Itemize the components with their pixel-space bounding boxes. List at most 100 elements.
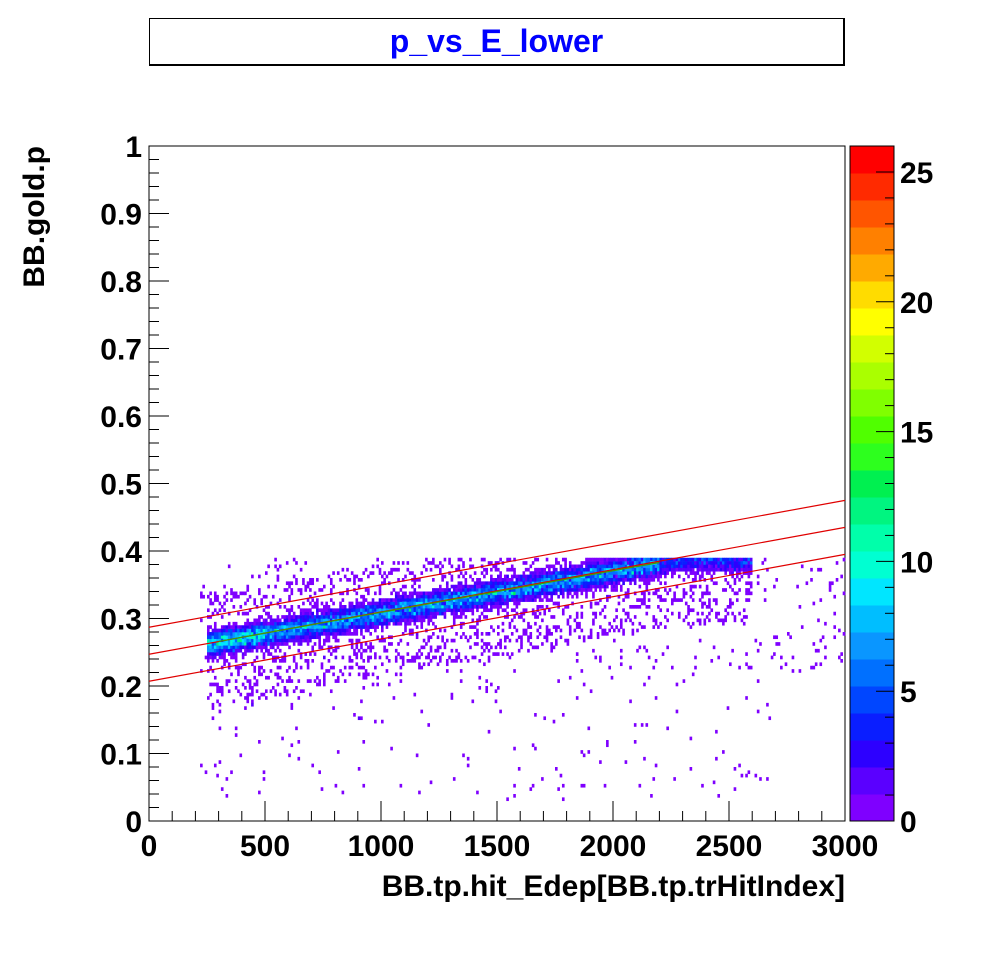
heat-cell bbox=[306, 665, 310, 670]
heat-cell bbox=[522, 574, 526, 579]
heat-cell bbox=[508, 638, 512, 643]
heat-cell bbox=[622, 561, 625, 565]
heat-cell bbox=[262, 628, 266, 633]
heat-cell bbox=[292, 621, 296, 626]
heat-cell bbox=[573, 628, 577, 633]
heat-cell bbox=[204, 770, 208, 775]
heat-cell bbox=[213, 655, 217, 660]
heat-cell bbox=[336, 608, 340, 613]
heat-cell bbox=[527, 594, 530, 599]
heat-cell bbox=[543, 594, 547, 599]
heat-cell bbox=[545, 632, 549, 636]
heat-cell bbox=[708, 598, 711, 602]
heat-cell bbox=[464, 571, 468, 575]
heat-cell bbox=[610, 588, 614, 592]
heat-cell bbox=[664, 574, 667, 579]
heat-cell bbox=[677, 574, 681, 579]
heat-cell bbox=[617, 574, 621, 579]
heat-cell bbox=[703, 591, 707, 596]
heat-cell bbox=[508, 591, 512, 596]
heat-cell bbox=[336, 571, 340, 575]
heat-cell bbox=[652, 564, 656, 569]
heat-cell bbox=[524, 578, 528, 582]
heat-cell bbox=[385, 621, 389, 626]
heat-cell bbox=[538, 578, 542, 582]
heat-cell bbox=[459, 591, 463, 596]
heat-cell bbox=[555, 767, 558, 771]
heat-cell bbox=[582, 578, 586, 582]
heat-cell bbox=[369, 625, 373, 629]
heat-cell bbox=[230, 598, 233, 602]
heat-cell bbox=[673, 598, 676, 602]
heat-cell bbox=[552, 574, 556, 579]
heat-cell bbox=[575, 588, 579, 592]
heat-cell bbox=[599, 611, 602, 616]
heat-cell bbox=[517, 591, 521, 596]
heat-cell bbox=[455, 655, 458, 660]
heat-cell bbox=[613, 638, 616, 643]
heat-cell bbox=[406, 567, 410, 572]
heat-cell bbox=[466, 584, 470, 589]
heat-cell bbox=[292, 615, 296, 619]
heat-cell bbox=[329, 625, 333, 629]
heat-cell bbox=[566, 605, 570, 609]
heat-cell bbox=[800, 625, 804, 629]
heat-cell bbox=[355, 598, 359, 602]
heat-cell bbox=[316, 611, 319, 616]
heat-cell bbox=[309, 632, 312, 636]
heat-cell bbox=[285, 669, 289, 673]
heat-cell bbox=[239, 692, 243, 697]
heat-cell bbox=[302, 638, 305, 643]
heat-cell bbox=[633, 561, 637, 565]
heat-cell bbox=[253, 675, 257, 680]
heat-cell bbox=[248, 628, 252, 633]
heat-cell bbox=[501, 578, 505, 582]
heat-cell bbox=[497, 594, 500, 599]
heat-cell bbox=[529, 787, 533, 791]
heat-cell bbox=[401, 578, 405, 582]
heat-cell bbox=[550, 632, 553, 636]
heat-cell bbox=[255, 628, 259, 633]
heat-cell bbox=[339, 605, 342, 609]
heat-cell bbox=[285, 561, 289, 565]
heat-cell bbox=[271, 659, 275, 663]
heat-cell bbox=[420, 709, 424, 714]
heat-cell bbox=[397, 621, 400, 626]
heat-cell bbox=[390, 591, 393, 596]
heat-cell bbox=[510, 594, 514, 599]
heat-cell bbox=[541, 605, 544, 609]
heat-cell bbox=[599, 659, 602, 663]
heat-cell bbox=[376, 621, 379, 626]
heat-cell bbox=[480, 632, 484, 636]
heat-cell bbox=[427, 638, 431, 643]
heat-cell bbox=[668, 564, 672, 569]
heat-cell bbox=[209, 652, 212, 656]
heat-cell bbox=[246, 645, 250, 650]
heat-cell bbox=[455, 598, 458, 602]
heat-cell bbox=[738, 588, 741, 592]
heat-cell bbox=[302, 628, 305, 633]
heat-cell bbox=[269, 601, 273, 606]
heat-cell bbox=[341, 632, 345, 636]
heatmap-cells bbox=[200, 557, 846, 802]
heat-cell bbox=[320, 611, 324, 616]
heat-cell bbox=[376, 611, 379, 616]
heat-cell bbox=[696, 564, 700, 569]
heat-cell bbox=[278, 638, 282, 643]
heat-cell bbox=[448, 594, 451, 599]
heat-cell bbox=[357, 601, 361, 606]
heat-cell bbox=[230, 652, 233, 656]
heat-cell bbox=[712, 561, 716, 565]
heat-cell bbox=[244, 648, 247, 653]
heat-cell bbox=[492, 588, 495, 592]
heat-cell bbox=[529, 584, 533, 589]
heat-cell bbox=[550, 615, 553, 619]
heat-cell bbox=[508, 578, 512, 582]
heat-cell bbox=[237, 642, 240, 646]
heat-cell bbox=[615, 557, 618, 562]
heat-cell bbox=[731, 564, 734, 569]
heat-cell bbox=[241, 591, 245, 596]
heat-cell bbox=[332, 635, 335, 640]
heat-cell bbox=[394, 601, 398, 606]
heat-cell bbox=[550, 578, 553, 582]
